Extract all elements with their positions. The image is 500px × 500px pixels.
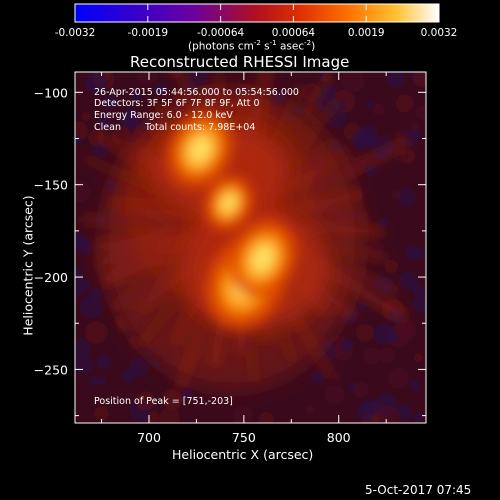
annotation-detectors: Detectors: 3F 5F 6F 7F 8F 9F, Att 0 <box>94 98 260 109</box>
y-tick-label: −150 <box>34 178 68 193</box>
y-tick-label: −200 <box>34 270 68 285</box>
emission-source <box>204 175 253 231</box>
annotation-energy: Energy Range: 6.0 - 12.0 keV <box>94 110 233 121</box>
colorbar-tick-label: 0.0032 <box>421 27 458 39</box>
emission-source <box>167 111 234 188</box>
colorbar-tick-label: 0.0019 <box>348 27 385 39</box>
x-tick-label: 750 <box>232 430 256 445</box>
annotation-method: Clean <box>94 122 121 133</box>
colorbar-label: (photons cm-2 s-1 asec-2) <box>188 39 316 53</box>
plot-frame <box>74 71 427 424</box>
y-axis-label: Heliocentric Y (arcsec) <box>20 195 36 336</box>
colorbar-tick-label: -0.0019 <box>128 27 169 39</box>
heatmap-image <box>75 72 426 423</box>
colorbar-tick-label: 0.00064 <box>272 27 316 39</box>
y-tick-label: −250 <box>34 362 68 377</box>
colorbar-tick-label: -0.00064 <box>197 27 245 39</box>
emission-source <box>228 219 297 298</box>
annotation-peak-position: Position of Peak = [751,-203] <box>94 396 233 407</box>
axis-ticks: 700 750 800 −100 −150 −200 −250 <box>34 72 426 445</box>
colorbar-tick-label: -0.0032 <box>55 27 96 39</box>
x-axis-label: Heliocentric X (arcsec) <box>172 447 314 462</box>
colorbar <box>75 4 439 22</box>
annotation-time-range: 26-Apr-2015 05:44:56.000 to 05:54:56.000 <box>94 87 299 98</box>
y-tick-label: −100 <box>34 85 68 100</box>
chart-title: Reconstructed RHESSI Image <box>130 53 350 71</box>
annotation-counts: Total counts: 7.98E+04 <box>145 122 256 133</box>
x-tick-label: 700 <box>137 430 161 445</box>
x-tick-label: 800 <box>327 430 351 445</box>
footer-date: 5-Oct-2017 07:45 <box>365 483 472 497</box>
colorbar-ticks: -0.0032 -0.0019 -0.00064 0.00064 0.0019 0.003… <box>55 4 458 39</box>
